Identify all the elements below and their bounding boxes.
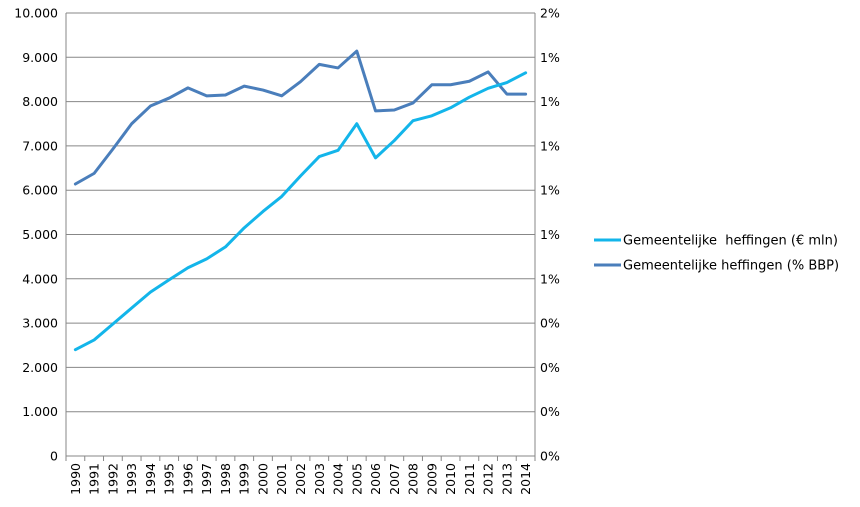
x-tick-label: 2007 — [387, 463, 402, 495]
x-tick-label: 1994 — [143, 463, 158, 495]
x-tick-label: 1992 — [105, 463, 120, 495]
y2-axis-tick-labels: 0% 0% 0% 0% 1% 1% 1% 1% 1% 1% 2% — [540, 6, 560, 464]
y-tick-label: 9.000 — [22, 50, 58, 65]
y2-tick-label: 0% — [540, 360, 560, 375]
y2-tick-label: 1% — [540, 183, 560, 198]
x-tick-label: 2005 — [349, 463, 364, 495]
y-tick-label: 1.000 — [22, 404, 58, 419]
y2-tick-label: 0% — [540, 404, 560, 419]
y-tick-label: 7.000 — [22, 138, 58, 153]
x-tick-label: 2001 — [274, 463, 289, 495]
x-tick-label: 2014 — [518, 463, 533, 495]
series-lines — [73, 49, 528, 352]
y2-tick-label: 1% — [540, 50, 560, 65]
series-line-0 — [73, 71, 528, 352]
x-tick-label: 2000 — [255, 463, 270, 495]
x-tick-label: 2013 — [499, 463, 514, 495]
y-tick-label: 6.000 — [22, 183, 58, 198]
y-tick-label: 8.000 — [22, 94, 58, 109]
x-tick-label: 1991 — [87, 463, 102, 495]
y2-tick-label: 1% — [540, 138, 560, 153]
x-tick-label: 2011 — [462, 463, 477, 495]
axes — [65, 13, 536, 461]
x-tick-label: 1996 — [180, 463, 195, 495]
x-tick-label: 2008 — [406, 463, 421, 495]
x-tick-label: 2004 — [331, 463, 346, 495]
x-tick-label: 1998 — [218, 463, 233, 495]
y-axis-tick-labels: 0 1.000 2.000 3.000 4.000 5.000 6.000 7.000 8.00… — [14, 6, 58, 464]
x-tick-label: 2012 — [481, 463, 496, 495]
series-line-1 — [73, 49, 528, 186]
y-tick-label: 5.000 — [22, 227, 58, 242]
legend-label-1: Gemeentelijke heffingen (% BBP) — [623, 259, 839, 274]
x-tick-label: 2010 — [443, 463, 458, 495]
y2-tick-label: 1% — [540, 271, 560, 286]
x-tick-label: 2003 — [312, 463, 327, 495]
legend: Gemeentelijke heffingen (€ mln) Gemeentel… — [594, 234, 839, 274]
y2-tick-label: 1% — [540, 94, 560, 109]
y2-tick-label: 0% — [540, 449, 560, 464]
x-tick-label: 1995 — [162, 463, 177, 495]
y2-tick-label: 2% — [540, 6, 560, 21]
x-tick-label: 1999 — [237, 463, 252, 495]
y-tick-label: 4.000 — [22, 271, 58, 286]
legend-label-0: Gemeentelijke heffingen (€ mln) — [623, 234, 838, 249]
y2-tick-label: 1% — [540, 227, 560, 242]
x-tick-label: 1990 — [68, 463, 83, 495]
x-tick-label: 1993 — [124, 463, 139, 495]
x-tick-label: 1997 — [199, 463, 214, 495]
x-tick-label: 2002 — [293, 463, 308, 495]
y-tick-label: 3.000 — [22, 316, 58, 331]
y-tick-label: 0 — [50, 449, 58, 464]
x-tick-label: 2006 — [368, 463, 383, 495]
y-tick-label: 10.000 — [14, 6, 58, 21]
gridlines — [66, 12, 535, 413]
y2-tick-label: 0% — [540, 316, 560, 331]
y-tick-label: 2.000 — [22, 360, 58, 375]
x-axis-tick-labels: 1990 1991 1992 1993 1994 1995 1996 1997 1998 1999… — [68, 463, 533, 495]
x-tick-label: 2009 — [424, 463, 439, 495]
